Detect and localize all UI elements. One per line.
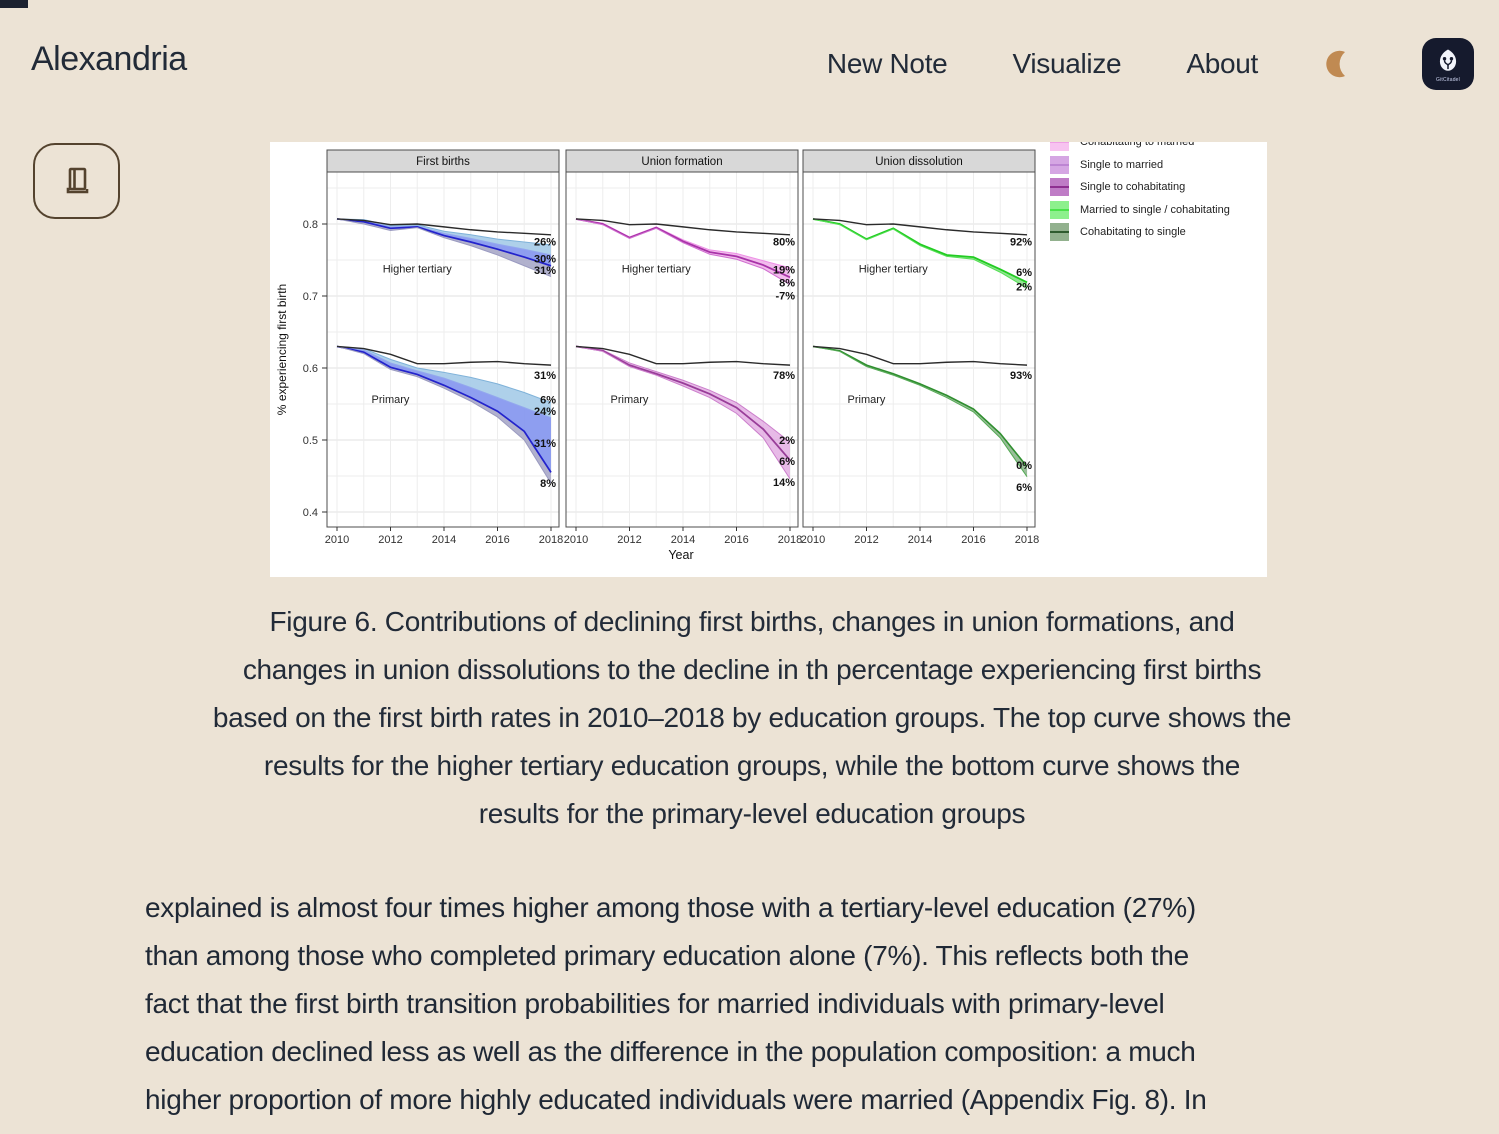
legend-label: Single to cohabitating <box>1080 181 1186 193</box>
svg-text:Higher tertiary: Higher tertiary <box>622 264 692 276</box>
svg-text:2%: 2% <box>1016 282 1032 294</box>
svg-text:2%: 2% <box>779 435 795 447</box>
legend-label: Single to married <box>1080 158 1164 171</box>
svg-text:Primary: Primary <box>611 394 649 406</box>
svg-text:8%: 8% <box>540 478 556 490</box>
gitcitadel-logo[interactable]: GitCitadel <box>1422 38 1474 90</box>
svg-text:2016: 2016 <box>961 534 985 546</box>
svg-text:Primary: Primary <box>848 394 886 406</box>
app-title[interactable]: Alexandria <box>31 40 187 78</box>
svg-text:2012: 2012 <box>617 534 641 546</box>
svg-text:6%: 6% <box>1016 267 1032 279</box>
svg-text:92%: 92% <box>1010 236 1032 248</box>
svg-text:2016: 2016 <box>485 534 509 546</box>
svg-text:First births: First births <box>416 156 470 168</box>
svg-text:31%: 31% <box>534 265 556 277</box>
legend-item: Single to married <box>1050 155 1164 174</box>
svg-text:Union formation: Union formation <box>641 156 722 168</box>
legend-item: Single to cohabitating <box>1050 178 1185 196</box>
top-left-artifact <box>0 0 28 8</box>
legend-label: Cohabitating to single <box>1080 226 1186 238</box>
svg-text:2018: 2018 <box>778 534 802 546</box>
svg-text:2010: 2010 <box>801 534 825 546</box>
shield-branch-icon <box>1439 48 1457 71</box>
svg-text:93%: 93% <box>1010 370 1032 382</box>
svg-text:31%: 31% <box>534 438 556 450</box>
svg-text:14%: 14% <box>773 477 795 489</box>
svg-text:0.8: 0.8 <box>303 219 318 231</box>
nav-new-note[interactable]: New Note <box>826 48 948 79</box>
svg-text:% experiencing first birth: % experiencing first birth <box>275 284 289 415</box>
svg-text:24%: 24% <box>534 406 556 418</box>
svg-text:6%: 6% <box>779 456 795 468</box>
figure-image: First births Higher tertiary 26% 30% 31% Prim… <box>270 142 1267 577</box>
svg-text:2010: 2010 <box>564 534 588 546</box>
svg-text:2014: 2014 <box>432 534 456 546</box>
svg-text:8%: 8% <box>779 277 795 289</box>
legend-swatch <box>1050 223 1069 241</box>
nav-about[interactable]: About <box>1186 48 1258 79</box>
svg-text:0.6: 0.6 <box>303 363 318 375</box>
svg-text:26%: 26% <box>534 236 556 248</box>
nav-visualize[interactable]: Visualize <box>1012 48 1122 79</box>
svg-text:31%: 31% <box>534 370 556 382</box>
svg-text:80%: 80% <box>773 236 795 248</box>
svg-text:Union dissolution: Union dissolution <box>875 156 963 168</box>
svg-text:19%: 19% <box>773 264 795 276</box>
svg-text:6%: 6% <box>540 395 556 407</box>
legend-swatch <box>1050 178 1069 196</box>
legend-label: Cohabitating to married <box>1080 142 1195 148</box>
svg-text:30%: 30% <box>534 254 556 266</box>
svg-text:2016: 2016 <box>724 534 748 546</box>
figure-caption: Figure 6. Contributions of declining fir… <box>212 606 1292 829</box>
svg-text:2014: 2014 <box>671 534 695 546</box>
svg-text:2018: 2018 <box>1015 534 1039 546</box>
svg-text:Higher tertiary: Higher tertiary <box>383 264 453 276</box>
moon-icon <box>1326 50 1345 78</box>
logo-caption: GitCitadel <box>1436 76 1460 83</box>
reader-view-button[interactable] <box>33 143 120 219</box>
legend-swatch <box>1050 200 1069 219</box>
svg-text:0%: 0% <box>1016 460 1032 472</box>
svg-text:0.5: 0.5 <box>303 435 318 447</box>
header-nav: New Note Visualize About GitCitadel <box>827 36 1474 92</box>
svg-text:2014: 2014 <box>908 534 932 546</box>
article-paragraph: explained is almost four times higher am… <box>145 892 1207 1134</box>
svg-text:2018: 2018 <box>539 534 563 546</box>
svg-text:2012: 2012 <box>378 534 402 546</box>
svg-text:0.7: 0.7 <box>303 291 318 303</box>
legend-swatch <box>1050 155 1069 174</box>
svg-text:6%: 6% <box>1016 482 1032 494</box>
legend-item: Married to single / cohabitating <box>1050 200 1230 219</box>
svg-text:Higher tertiary: Higher tertiary <box>859 264 929 276</box>
legend-label: Married to single / cohabitating <box>1080 203 1230 216</box>
svg-text:2010: 2010 <box>325 534 349 546</box>
legend-swatch <box>1050 142 1069 151</box>
svg-text:0.4: 0.4 <box>303 507 318 519</box>
legend-item: Cohabitating to single <box>1050 223 1186 241</box>
svg-text:78%: 78% <box>773 370 795 382</box>
svg-text:Primary: Primary <box>372 394 410 406</box>
book-icon <box>66 167 88 194</box>
svg-text:Year: Year <box>668 548 693 562</box>
svg-text:-7%: -7% <box>775 290 795 302</box>
dark-mode-toggle[interactable] <box>1323 47 1357 81</box>
svg-text:2012: 2012 <box>854 534 878 546</box>
legend-item: Cohabitating to married <box>1050 142 1194 151</box>
